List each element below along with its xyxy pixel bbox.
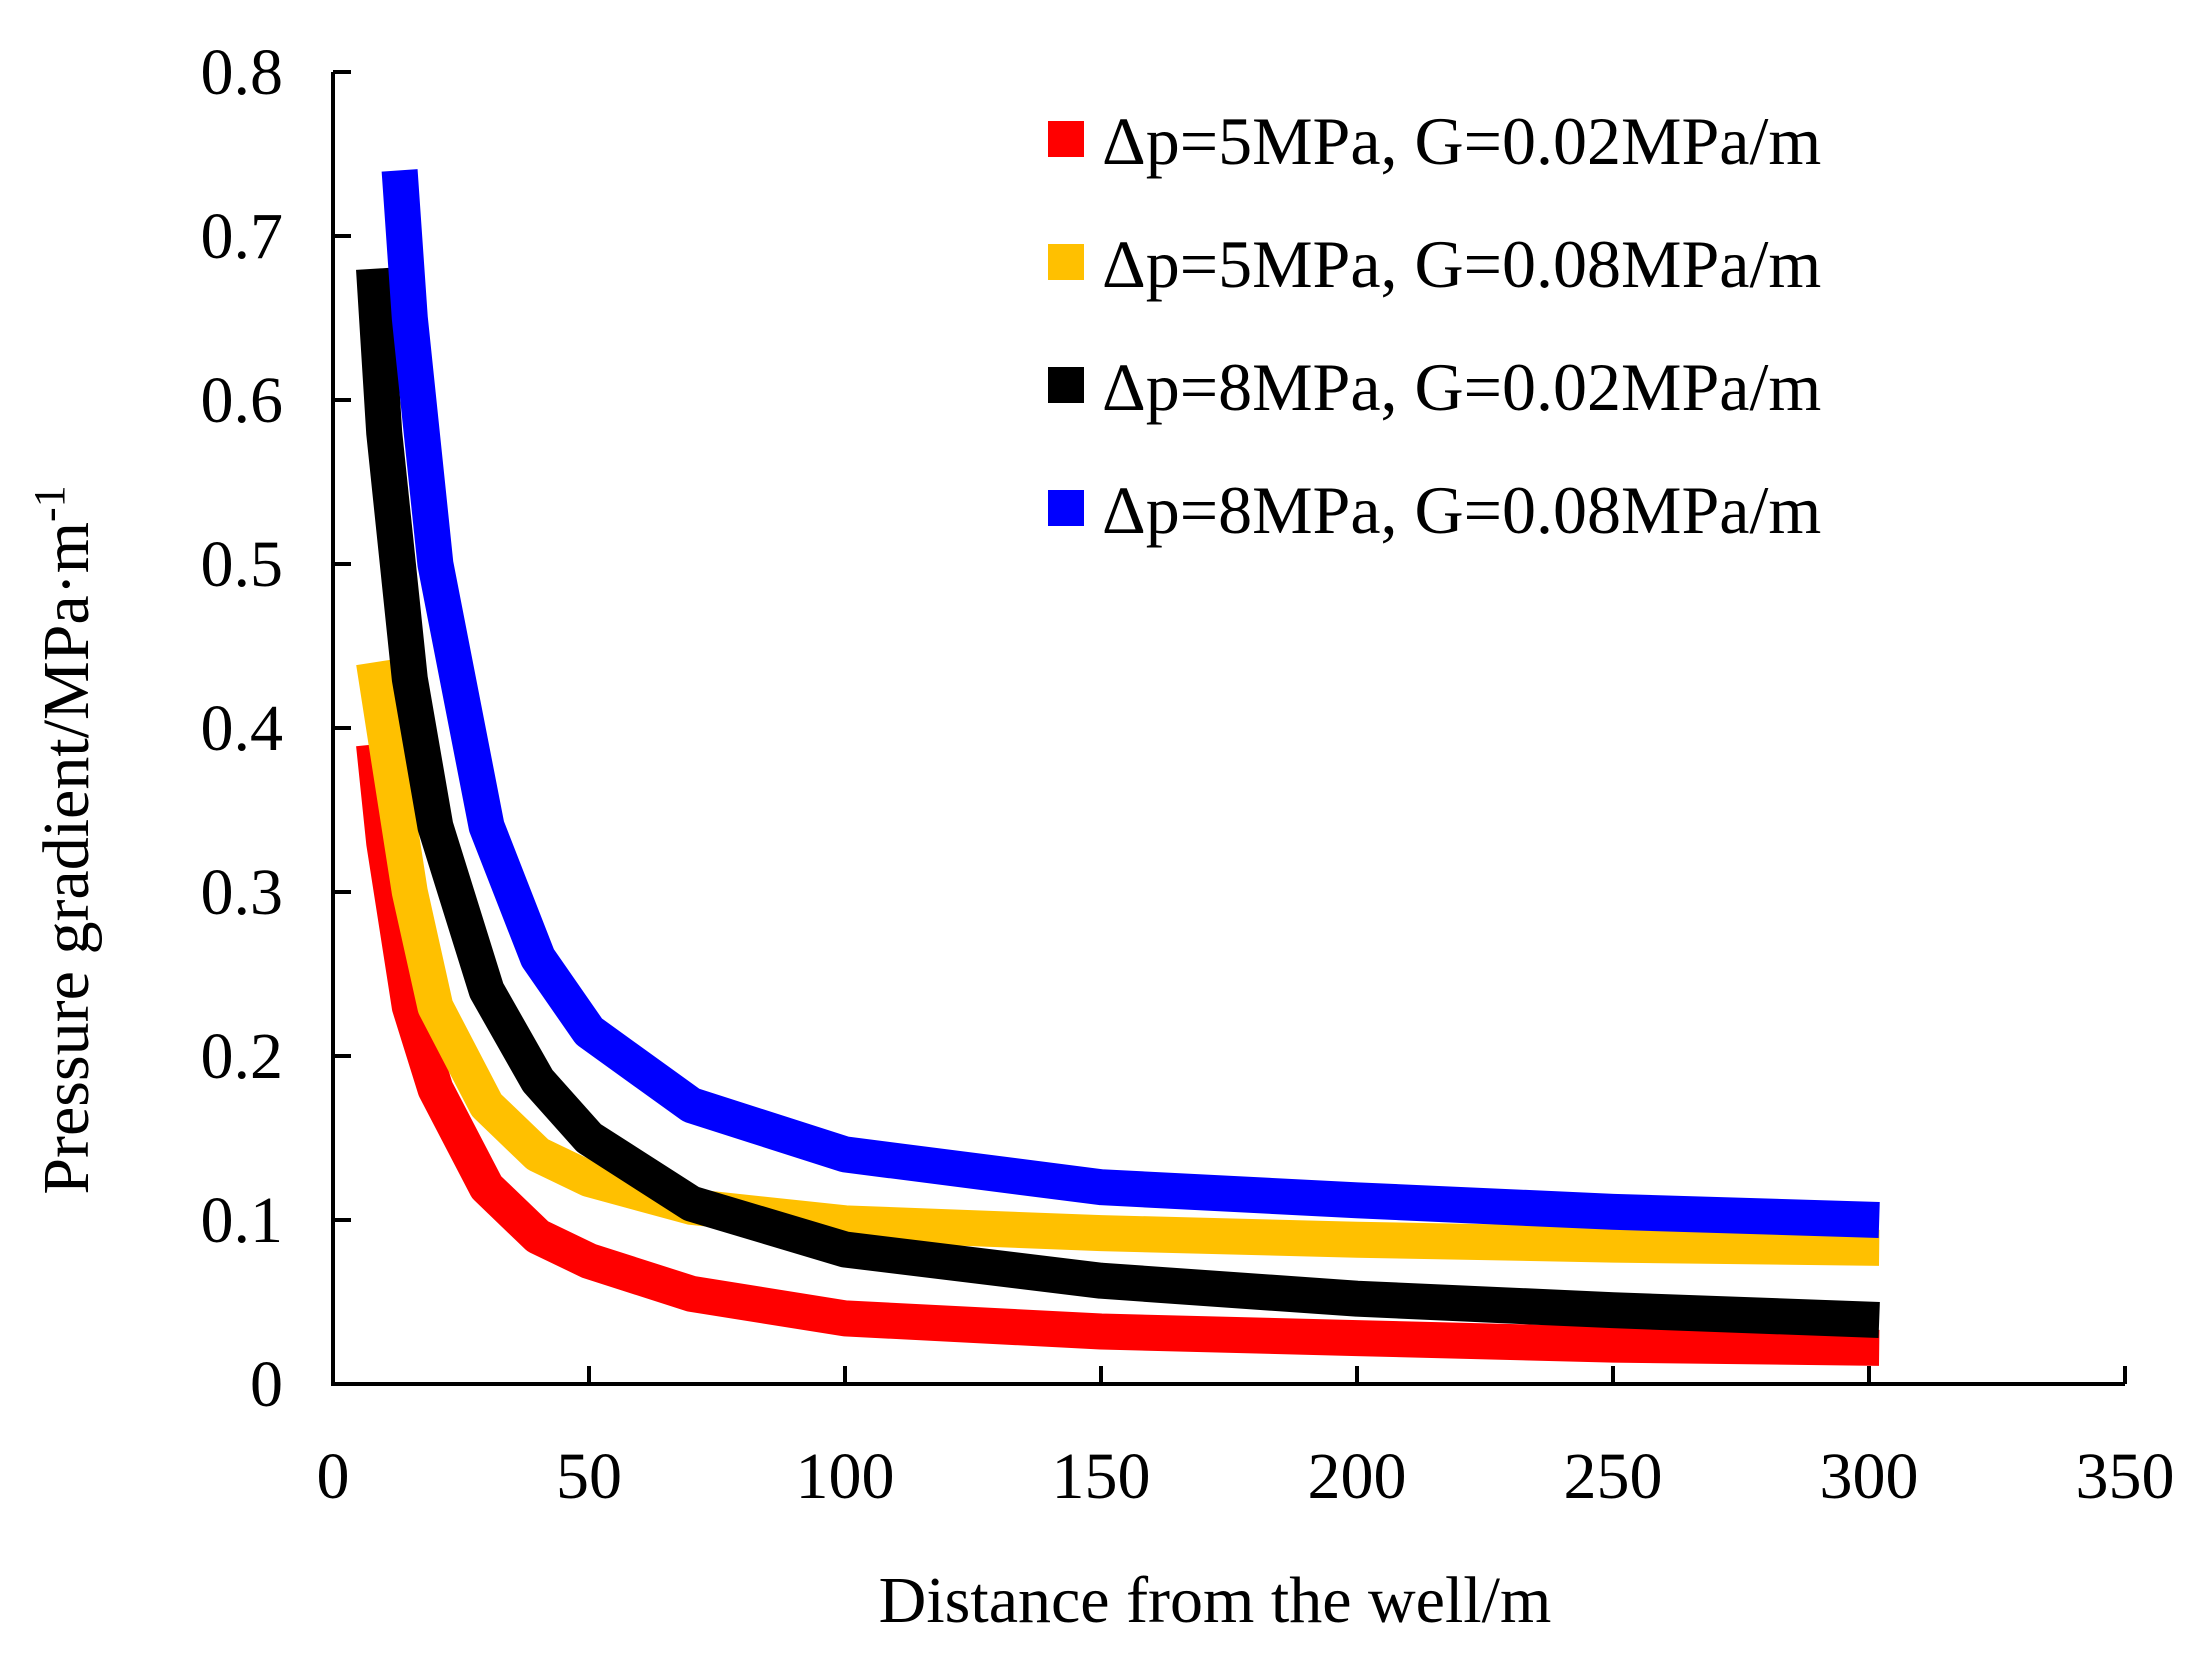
y-tick-label: 0 xyxy=(250,1348,283,1421)
series-line xyxy=(356,742,1880,1366)
y-axis-title: Pressure gradient/MPa·m-1 xyxy=(25,485,103,1194)
y-axis-title-superscript: -1 xyxy=(25,485,74,522)
legend-swatch xyxy=(1048,367,1084,403)
tick-labels: 0 50 100 150 200 250 300 350 0 0.1 0.2 0.3 0.4 0.5 0.6… xyxy=(201,36,2175,1513)
series-line xyxy=(381,169,1880,1238)
legend-label: Δp=5MPa, G=0.02MPa/m xyxy=(1102,103,1821,179)
legend-item: Δp=5MPa, G=0.02MPa/m xyxy=(1048,103,1821,179)
legend-label: Δp=8MPa, G=0.02MPa/m xyxy=(1102,349,1821,425)
legend-swatch xyxy=(1048,490,1084,526)
axes xyxy=(331,70,2127,1386)
legend-label: Δp=8MPa, G=0.08MPa/m xyxy=(1102,472,1821,548)
x-tick-label: 150 xyxy=(1052,1440,1151,1513)
y-axis-title-main: Pressure gradient/MPa·m xyxy=(30,522,103,1195)
legend-swatch xyxy=(1048,121,1084,157)
series-layer xyxy=(356,169,1880,1366)
legend: Δp=5MPa, G=0.02MPa/m Δp=5MPa, G=0.08MPa/… xyxy=(1048,103,1821,548)
series-line xyxy=(356,659,1880,1266)
legend-swatch xyxy=(1048,244,1084,280)
legend-item: Δp=8MPa, G=0.02MPa/m xyxy=(1048,349,1821,425)
x-tick-label: 50 xyxy=(556,1440,622,1513)
x-tick-label: 100 xyxy=(796,1440,895,1513)
x-tick-label: 250 xyxy=(1564,1440,1663,1513)
y-tick-label: 0.6 xyxy=(201,364,284,437)
y-tick-label: 0.4 xyxy=(201,692,284,765)
legend-label: Δp=5MPa, G=0.08MPa/m xyxy=(1102,226,1821,302)
x-tick-label: 300 xyxy=(1820,1440,1919,1513)
legend-item: Δp=8MPa, G=0.08MPa/m xyxy=(1048,472,1821,548)
series-line xyxy=(356,267,1880,1338)
x-tick-label: 350 xyxy=(2076,1440,2175,1513)
legend-item: Δp=5MPa, G=0.08MPa/m xyxy=(1048,226,1821,302)
y-tick-label: 0.3 xyxy=(201,856,284,929)
y-tick-label: 0.8 xyxy=(201,36,284,109)
y-tick-label: 0.5 xyxy=(201,528,284,601)
y-tick-label: 0.2 xyxy=(201,1020,284,1093)
x-axis-title: Distance from the well/m xyxy=(879,1564,1552,1637)
x-tick-label: 200 xyxy=(1308,1440,1407,1513)
x-tick-label: 0 xyxy=(317,1440,350,1513)
y-tick-label: 0.1 xyxy=(201,1184,284,1257)
y-tick-label: 0.7 xyxy=(201,200,284,273)
